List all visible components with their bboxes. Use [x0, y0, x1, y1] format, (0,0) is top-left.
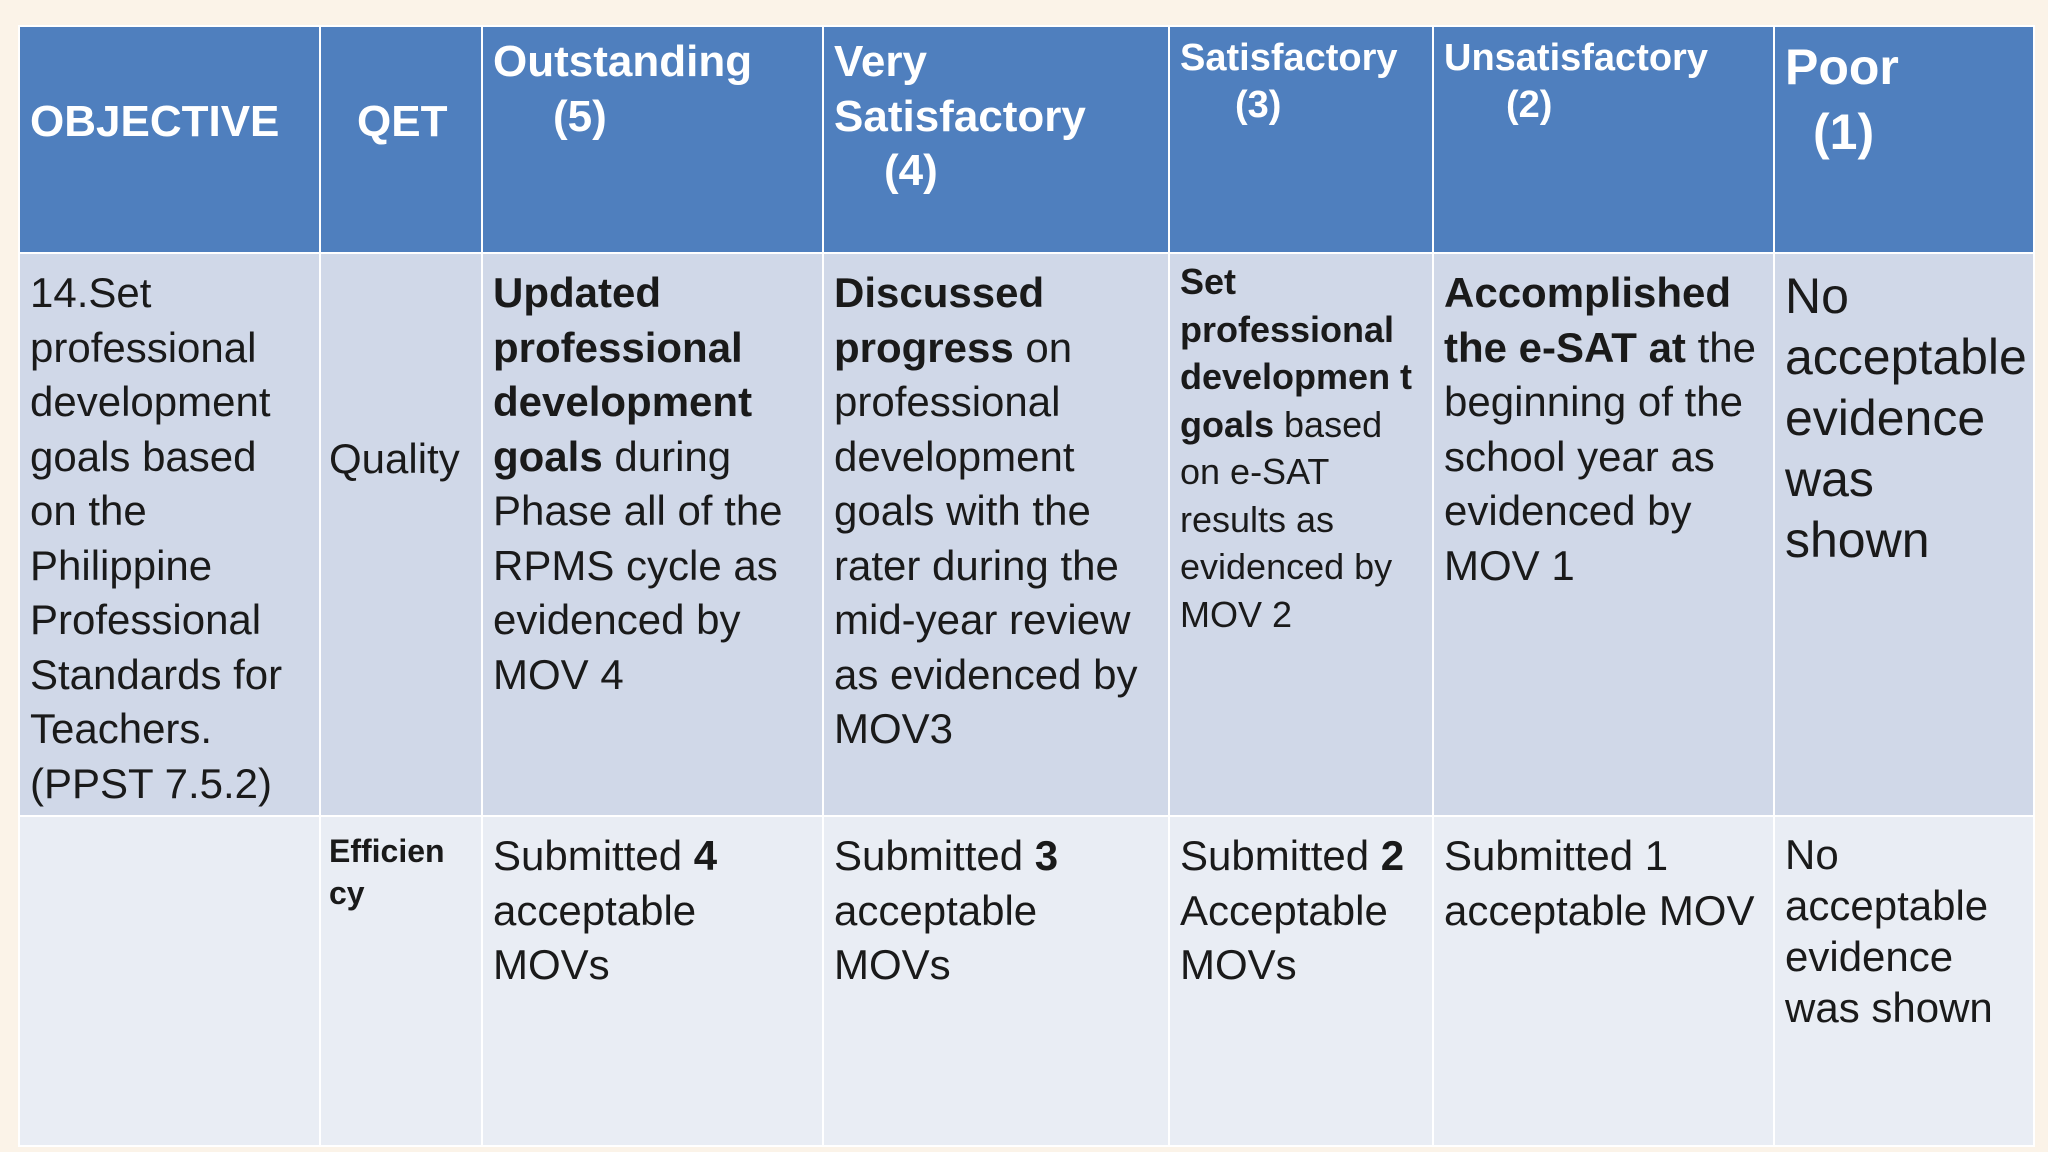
header-qet: QET	[319, 25, 483, 254]
header-satisfactory-label: Satisfactory	[1180, 37, 1398, 79]
quality-unsatisfactory-cell: Accomplished the e-SAT at the beginning …	[1432, 252, 1775, 817]
quality-unsatisfactory-rest: the beginning of the school year as evid…	[1444, 323, 1756, 589]
efficiency-outstanding-cell: Submitted 4 acceptable MOVs	[481, 815, 824, 1147]
quality-row: 14.Set professional development goals ba…	[18, 252, 2035, 817]
efficiency-outstanding-post: acceptable MOVs	[493, 886, 697, 989]
quality-poor-cell: No acceptable evidence was shown	[1773, 252, 2035, 817]
header-satisfactory-score: (3)	[1235, 84, 1282, 127]
quality-outstanding-cell: Updated professional development goals d…	[481, 252, 824, 817]
efficiency-poor-text: No acceptable evidence was shown	[1785, 831, 1993, 1031]
qet-quality-label: Quality	[329, 435, 460, 482]
efficiency-objective-cell	[18, 815, 321, 1147]
header-objective-label: OBJECTIVE	[30, 97, 280, 146]
header-outstanding-score: (5)	[553, 91, 607, 141]
quality-outstanding-rest: during Phase all of the RPMS cycle as ev…	[493, 432, 783, 698]
efficiency-unsatisfactory-cell: Submitted 1 acceptable MOV	[1432, 815, 1775, 1147]
efficiency-very-satisfactory-cell: Submitted 3 acceptable MOVs	[822, 815, 1170, 1147]
quality-unsatisfactory-bold: Accomplished the e-SAT at	[1444, 269, 1732, 371]
header-unsatisfactory-label: Unsatisfactory	[1444, 37, 1708, 79]
header-very-satisfactory: Very Satisfactory (4)	[822, 25, 1170, 254]
efficiency-very-satisfactory-count: 3	[1034, 832, 1059, 879]
efficiency-outstanding-pre: Submitted	[493, 832, 694, 879]
efficiency-objective-text	[21, 818, 318, 829]
header-poor-label: Poor	[1785, 39, 1899, 95]
header-very-satisfactory-line1: Very	[834, 37, 927, 86]
header-row: OBJECTIVE QET Outstanding (5) Very Satis…	[18, 25, 2035, 254]
header-qet-label: QET	[357, 97, 448, 146]
header-unsatisfactory: Unsatisfactory (2)	[1432, 25, 1775, 254]
efficiency-satisfactory-post: Acceptable MOVs	[1180, 886, 1388, 989]
quality-satisfactory-rest: based on e-SAT results as evidenced by M…	[1180, 403, 1393, 635]
quality-poor-text: No acceptable evidence was shown	[1785, 268, 2027, 568]
objective-text: 14.Set professional development goals ba…	[30, 269, 283, 807]
header-unsatisfactory-score: (2)	[1506, 84, 1553, 127]
header-very-satisfactory-line2: Satisfactory	[834, 91, 1086, 141]
quality-objective-cell: 14.Set professional development goals ba…	[18, 252, 321, 817]
efficiency-qet-cell: Efficien cy	[319, 815, 483, 1147]
efficiency-satisfactory-cell: Submitted 2 Acceptable MOVs	[1168, 815, 1434, 1147]
quality-very-satisfactory-bold: Discussed progress	[834, 269, 1045, 371]
header-very-satisfactory-score: (4)	[884, 146, 938, 196]
quality-satisfactory-cell: Set professional developmen t goals base…	[1168, 252, 1434, 817]
header-objective: OBJECTIVE	[18, 25, 321, 254]
efficiency-satisfactory-count: 2	[1380, 832, 1405, 879]
header-satisfactory: Satisfactory (3)	[1168, 25, 1434, 254]
efficiency-very-satisfactory-post: acceptable MOVs	[834, 886, 1038, 989]
efficiency-very-satisfactory-pre: Submitted	[834, 832, 1035, 879]
header-poor: Poor (1)	[1773, 25, 2035, 254]
efficiency-poor-cell: No acceptable evidence was shown	[1773, 815, 2035, 1147]
efficiency-unsatisfactory-text: Submitted 1 acceptable MOV	[1444, 832, 1755, 934]
efficiency-satisfactory-pre: Submitted	[1180, 832, 1381, 879]
header-outstanding: Outstanding (5)	[481, 25, 824, 254]
quality-satisfactory-bold: Set professional developmen t goals	[1180, 261, 1413, 445]
rubric-table: OBJECTIVE QET Outstanding (5) Very Satis…	[18, 25, 2035, 1147]
efficiency-outstanding-count: 4	[693, 832, 718, 879]
quality-outstanding-bold: Updated professional development goals	[493, 269, 753, 480]
efficiency-row: Efficien cy Submitted 4 acceptable MOVs …	[18, 815, 2035, 1147]
header-poor-score: (1)	[1813, 104, 1875, 160]
quality-qet-cell: Quality	[319, 252, 483, 817]
quality-very-satisfactory-rest: on professional development goals with t…	[834, 323, 1138, 753]
quality-very-satisfactory-cell: Discussed progress on professional devel…	[822, 252, 1170, 817]
header-outstanding-label: Outstanding	[493, 37, 753, 86]
qet-efficiency-label: Efficien cy	[329, 833, 445, 911]
